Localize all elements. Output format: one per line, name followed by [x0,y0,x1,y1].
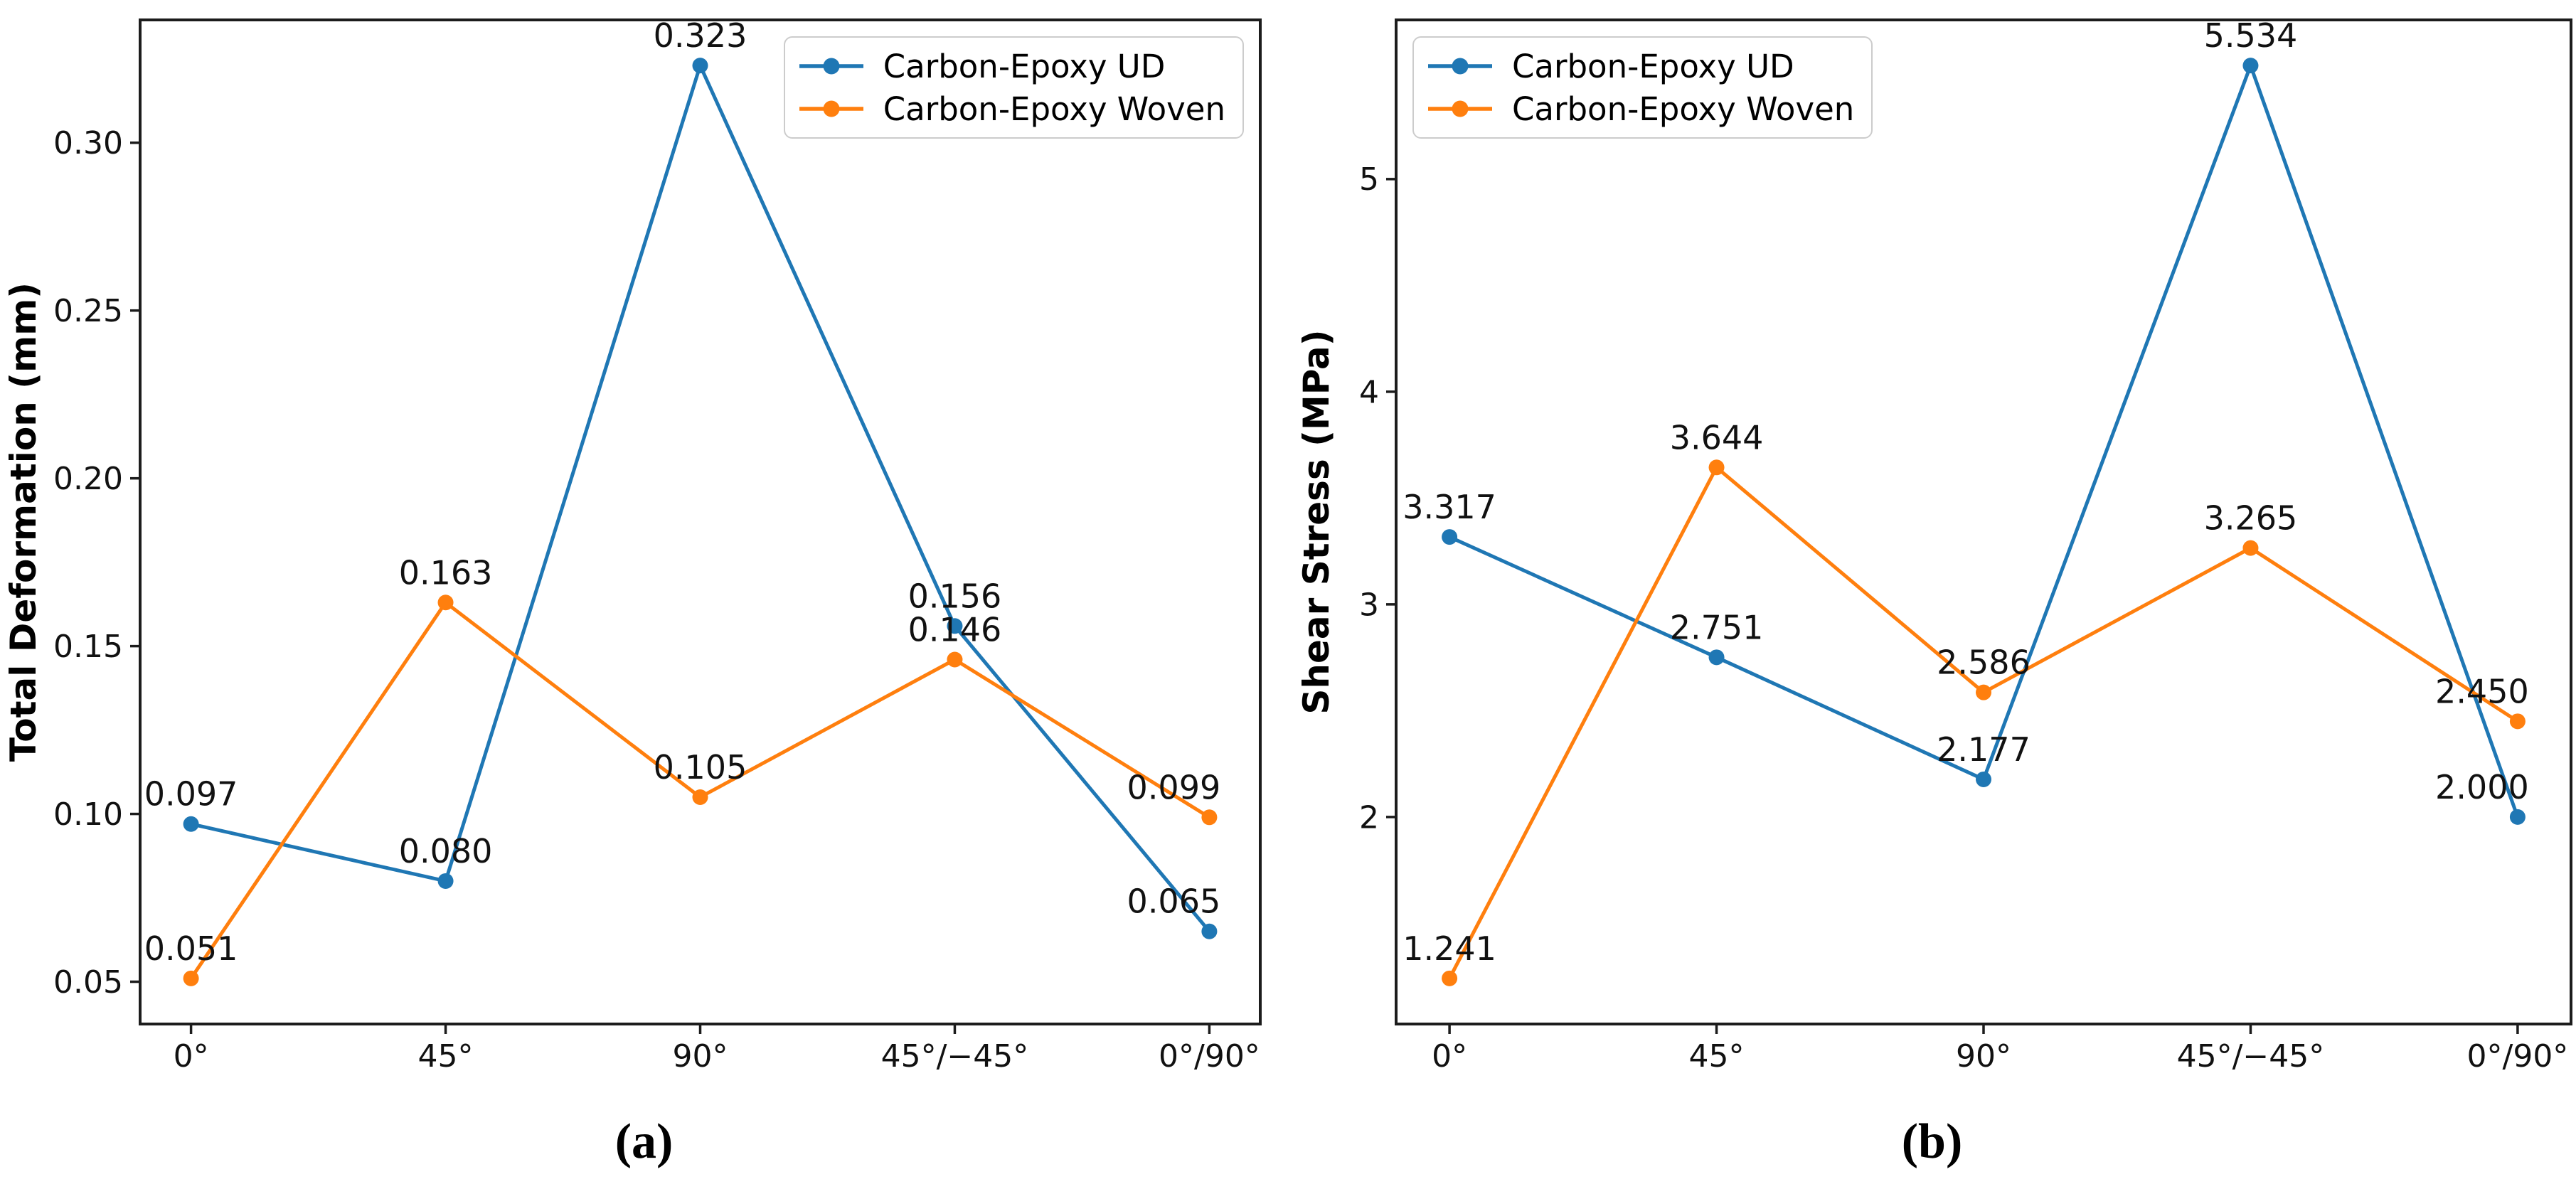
legend: Carbon-Epoxy UD Carbon-Epoxy Woven [1412,36,1873,139]
data-point-marker-carbon-epoxy-ud [1201,923,1218,939]
y-axis-tick-label: 5 [1359,161,1379,198]
data-point-label-carbon-epoxy-woven: 2.450 [2435,672,2529,710]
data-point-marker-carbon-epoxy-ud [1976,771,1991,787]
y-axis-tick-label: 0.15 [53,629,123,665]
y-axis-tick-label: 3 [1359,587,1379,623]
y-axis-tick-label: 0.10 [53,796,123,833]
x-axis-tick-label: 0° [174,1038,209,1075]
data-point-marker-carbon-epoxy-woven [1442,970,1458,986]
caption-b: (b) [1901,1114,1963,1169]
data-point-label-carbon-epoxy-woven: 0.051 [144,929,238,968]
data-point-marker-carbon-epoxy-ud [2509,809,2526,825]
chart-shear-stress: 2 3 4 5 0° 45° 90° 45°/−45° 0°/90° Shear Stress (… [1296,16,2572,1075]
data-point-marker-carbon-epoxy-woven [692,789,708,805]
data-point-label-carbon-epoxy-ud: 3.317 [1403,488,1496,526]
y-axis-tick-label: 0.05 [53,964,123,1001]
data-point-label-carbon-epoxy-ud: 2.177 [1937,730,2031,769]
x-axis-tick-label: 45°/−45° [881,1038,1029,1075]
data-point-label-carbon-epoxy-woven: 0.099 [1127,768,1221,806]
legend-item-carbon-epoxy-ud: Carbon-Epoxy UD [798,48,1225,85]
legend-label: Carbon-Epoxy UD [1512,47,1794,85]
data-point-label-carbon-epoxy-ud: 0.156 [908,577,1002,615]
legend-label: Carbon-Epoxy Woven [1512,90,1855,128]
x-axis-tick-label: 45°/−45° [2177,1038,2325,1075]
data-point-marker-carbon-epoxy-ud [1442,529,1458,545]
data-point-marker-carbon-epoxy-ud [183,816,199,832]
y-axis-label: Total Deformation (mm) [3,282,44,762]
legend-label: Carbon-Epoxy Woven [883,90,1225,128]
x-axis-tick-label: 0°/90° [1159,1038,1260,1075]
x-axis-tick-label: 45° [418,1038,474,1075]
data-point-label-carbon-epoxy-woven: 3.265 [2204,499,2298,538]
legend-line-marker-icon [1428,58,1492,75]
chart-total-deformation: 0.05 0.10 0.15 0.20 0.25 0.30 0° 45° 90° 45°/−45°… [3,16,1262,1075]
legend-label: Carbon-Epoxy UD [883,47,1166,85]
data-point-label-carbon-epoxy-woven: 3.644 [1670,418,1764,457]
y-axis-tick-label: 0.30 [53,125,123,161]
data-point-label-carbon-epoxy-woven: 2.586 [1937,644,2031,682]
y-axis-tick-label: 0.20 [53,461,123,497]
data-point-label-carbon-epoxy-woven: 0.105 [654,748,747,787]
data-point-marker-carbon-epoxy-ud [947,618,963,634]
panel-a: 0.05 0.10 0.15 0.20 0.25 0.30 0° 45° 90° 45°/−45°… [3,16,1262,1169]
data-point-marker-carbon-epoxy-woven [2509,713,2526,730]
data-point-label-carbon-epoxy-ud: 0.080 [399,832,493,870]
legend-item-carbon-epoxy-woven: Carbon-Epoxy Woven [798,90,1225,127]
data-point-label-carbon-epoxy-woven: 0.146 [908,610,1002,649]
x-axis-tick-label: 90° [673,1038,728,1075]
legend-line-marker-icon [799,100,863,117]
x-axis-tick-label: 90° [1956,1038,2011,1075]
legend-item-carbon-epoxy-woven: Carbon-Epoxy Woven [1427,90,1854,127]
data-point-marker-carbon-epoxy-ud [437,873,454,889]
legend-line-marker-icon [799,58,863,75]
data-point-label-carbon-epoxy-ud: 2.000 [2435,768,2529,806]
data-point-marker-carbon-epoxy-woven [183,970,199,986]
data-point-marker-carbon-epoxy-ud [2242,58,2259,74]
legend-line-marker-icon [1428,100,1492,117]
data-point-marker-carbon-epoxy-woven [2242,540,2259,556]
data-point-label-carbon-epoxy-ud: 0.065 [1127,883,1221,921]
x-axis-tick-label: 0° [1432,1038,1467,1075]
data-point-marker-carbon-epoxy-ud [692,58,708,74]
series-line-carbon-epoxy-woven [1447,465,2519,979]
y-axis-tick-label: 4 [1359,374,1379,410]
x-axis-tick-label: 45° [1689,1038,1745,1075]
plot-border [1395,18,2572,1025]
data-point-label-carbon-epoxy-woven: 0.163 [399,553,493,592]
y-axis-tick-label: 2 [1359,799,1379,836]
legend: Carbon-Epoxy UD Carbon-Epoxy Woven [783,36,1244,139]
data-point-marker-carbon-epoxy-woven [947,651,963,668]
plot-border [139,18,1262,1025]
x-axis-tick-label: 0°/90° [2467,1038,2569,1075]
data-point-marker-carbon-epoxy-woven [437,594,454,611]
data-point-marker-carbon-epoxy-woven [1708,459,1725,476]
data-point-label-carbon-epoxy-woven: 1.241 [1403,929,1496,968]
y-axis-label: Shear Stress (MPa) [1296,329,1337,714]
caption-a: (a) [614,1114,674,1169]
data-point-label-carbon-epoxy-ud: 2.751 [1670,608,1764,646]
data-point-label-carbon-epoxy-ud: 0.323 [654,16,747,55]
data-point-label-carbon-epoxy-ud: 0.097 [144,775,238,814]
panel-b: 2 3 4 5 0° 45° 90° 45°/−45° 0°/90° Shear Stress (… [1288,0,2576,1189]
data-point-marker-carbon-epoxy-woven [1201,809,1218,826]
series-line-carbon-epoxy-ud [1449,63,2520,818]
data-point-marker-carbon-epoxy-ud [1708,649,1725,666]
y-axis-tick-label: 0.25 [53,293,123,329]
data-point-label-carbon-epoxy-ud: 5.534 [2204,16,2298,55]
data-point-marker-carbon-epoxy-woven [1976,684,1991,700]
legend-item-carbon-epoxy-ud: Carbon-Epoxy UD [1427,48,1854,85]
